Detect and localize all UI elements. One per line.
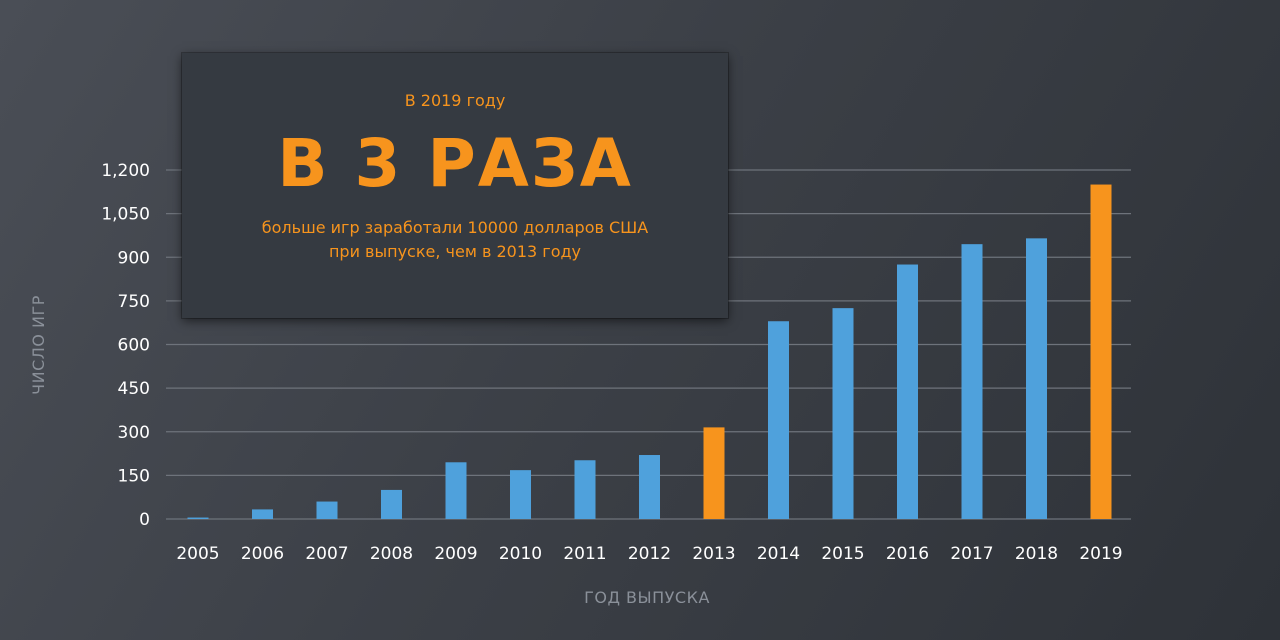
x-axis-title: ГОД ВЫПУСКА [584,588,710,607]
x-tick-label: 2016 [886,544,929,564]
x-tick-label: 2019 [1079,544,1122,564]
bar-2017 [961,244,983,519]
bar-2007 [316,501,338,519]
y-tick-label: 450 [118,379,150,399]
y-axis-title: ЧИСЛО ИГР [29,295,48,395]
callout-description-line-1: больше игр заработали 10000 долларов США [261,218,649,237]
y-tick-label: 300 [118,423,150,443]
x-tick-label: 2009 [434,544,477,564]
bar-2010 [510,470,531,519]
bar-2011 [574,460,596,519]
bar-2014 [768,321,789,519]
y-tick-label: 1,050 [101,205,150,225]
x-tick-label: 2012 [628,544,671,564]
x-tick-label: 2006 [241,544,284,564]
x-tick-label: 2018 [1015,544,1058,564]
x-tick-label: 2008 [370,544,413,564]
x-tick-label: 2017 [950,544,993,564]
callout-headline: В 3 РАЗА [277,125,633,202]
x-tick-label: 2014 [757,544,800,564]
x-tick-label: 2013 [692,544,735,564]
y-tick-label: 1,200 [101,161,150,181]
bar-2005 [187,517,209,519]
bar-2008 [381,489,402,519]
bar-2012 [639,455,660,519]
x-tick-label: 2005 [176,544,219,564]
bar-2016 [897,264,918,519]
x-tick-label: 2010 [499,544,542,564]
x-tick-label: 2011 [563,544,606,564]
callout-description-line-2: при выпуске, чем в 2013 году [328,242,582,261]
bar-2013 [703,427,725,519]
bar-2019 [1090,184,1112,519]
x-tick-label: 2007 [305,544,348,564]
y-tick-label: 750 [118,292,150,312]
x-axis-tick-labels: 2005 2006 2007 2008 2009 2010 2011 2012 2013 2014… [176,544,1122,564]
y-tick-label: 600 [118,336,150,356]
bar-2018 [1026,238,1047,520]
callout-pre-text: В 2019 году [404,91,506,110]
bar-2009 [445,462,467,519]
y-tick-label: 150 [118,466,150,486]
bar-2015 [832,308,854,519]
bar-2006 [252,509,273,519]
callout-box: В 2019 году В 3 РАЗА больше игр заработа… [182,53,728,318]
x-tick-label: 2015 [821,544,864,564]
bars [187,184,1112,520]
y-tick-label: 900 [118,248,150,268]
y-tick-label: 0 [139,510,150,530]
y-axis-tick-labels: 0 150 300 450 600 750 900 1,050 1,200 [101,161,150,530]
callout-description: больше игр заработали 10000 долларов США… [182,216,728,264]
